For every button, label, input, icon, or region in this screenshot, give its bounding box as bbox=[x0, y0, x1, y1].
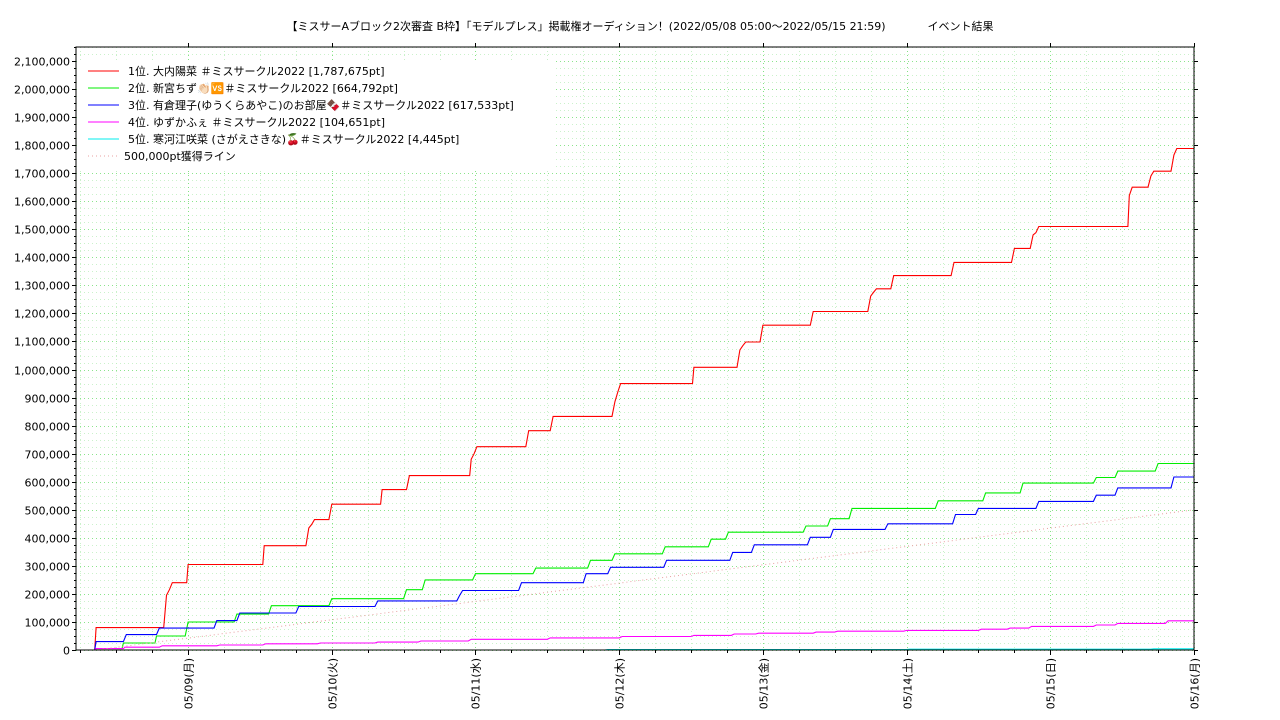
chart-title: 【ミスサーAブロック2次審査 B枠】「モデルプレス」掲載権オーディション！(20… bbox=[286, 20, 994, 33]
y-tick-label: 1,900,000 bbox=[14, 112, 70, 125]
y-tick-label: 1,400,000 bbox=[14, 252, 70, 265]
legend-label: 3位. 有倉理子(ゆうくらあやこ)のお部屋🍫＃ミスサークル2022 [617,5… bbox=[128, 98, 514, 112]
legend-label: 500,000pt獲得ライン bbox=[124, 150, 236, 163]
y-tick-label: 2,000,000 bbox=[14, 84, 70, 97]
y-tick-label: 1,200,000 bbox=[14, 308, 70, 321]
y-tick-label: 900,000 bbox=[25, 393, 71, 406]
y-tick-label: 2,100,000 bbox=[14, 56, 70, 69]
threshold-line bbox=[94, 509, 1195, 651]
y-tick-label: 500,000 bbox=[25, 505, 71, 518]
x-tick-label: 05/10(火) bbox=[327, 658, 340, 709]
y-tick-label: 300,000 bbox=[25, 561, 71, 574]
x-tick-label: 05/13(金) bbox=[757, 658, 771, 709]
series-line-4 bbox=[94, 620, 1194, 651]
x-axis-tick-labels: 05/09(月) 05/10(火) 05/11(水) 05/12(木) 05/13(金)… bbox=[183, 658, 1202, 709]
legend-label: 5位. 寒河江咲菜 (さがえさきな)🍒＃ミスサークル2022 [4,445pt] bbox=[128, 132, 459, 146]
x-tick-label: 05/11(水) bbox=[470, 658, 483, 709]
legend-label: 1位. 大内陽菜 ＃ミスサークル2022 [1,787,675pt] bbox=[128, 64, 385, 78]
y-tick-label: 1,000,000 bbox=[14, 365, 70, 378]
x-tick-label: 05/09(月) bbox=[183, 658, 196, 709]
legend-label: 2位. 新宮ちず👏🏻🆚＃ミスサークル2022 [664,792pt] bbox=[128, 81, 398, 95]
y-tick-label: 600,000 bbox=[25, 477, 71, 490]
axis-ticks bbox=[72, 43, 1198, 655]
x-tick-label: 05/12(木) bbox=[614, 658, 627, 709]
legend: 1位. 大内陽菜 ＃ミスサークル2022 [1,787,675pt] 2位. 新宮… bbox=[80, 60, 555, 168]
legend-label: 4位. ゆずかふぇ ＃ミスサークル2022 [104,651pt] bbox=[128, 115, 385, 129]
series-line-2 bbox=[94, 462, 1194, 651]
y-tick-label: 1,700,000 bbox=[14, 168, 70, 181]
y-tick-label: 700,000 bbox=[25, 449, 71, 462]
legend-background bbox=[80, 60, 555, 168]
series-line-3 bbox=[94, 476, 1194, 651]
series-line-1 bbox=[94, 147, 1194, 651]
plot-frame bbox=[75, 46, 1195, 651]
y-tick-label: 1,800,000 bbox=[14, 140, 70, 153]
y-tick-label: 100,000 bbox=[25, 617, 71, 630]
y-tick-label: 400,000 bbox=[25, 533, 71, 546]
y-tick-label: 0 bbox=[63, 645, 70, 658]
x-tick-label: 05/14(土) bbox=[902, 658, 915, 709]
y-tick-label: 1,300,000 bbox=[14, 280, 70, 293]
x-tick-label: 05/15(日) bbox=[1045, 658, 1058, 709]
y-tick-label: 800,000 bbox=[25, 421, 71, 434]
x-tick-label: 05/16(月) bbox=[1189, 658, 1202, 709]
y-axis-tick-labels: 0 100,000 200,000 300,000 400,000 500,000 600,… bbox=[14, 56, 70, 658]
y-tick-label: 1,600,000 bbox=[14, 196, 70, 209]
y-tick-label: 1,500,000 bbox=[14, 224, 70, 237]
y-tick-label: 200,000 bbox=[25, 589, 71, 602]
y-tick-label: 1,100,000 bbox=[14, 336, 70, 349]
